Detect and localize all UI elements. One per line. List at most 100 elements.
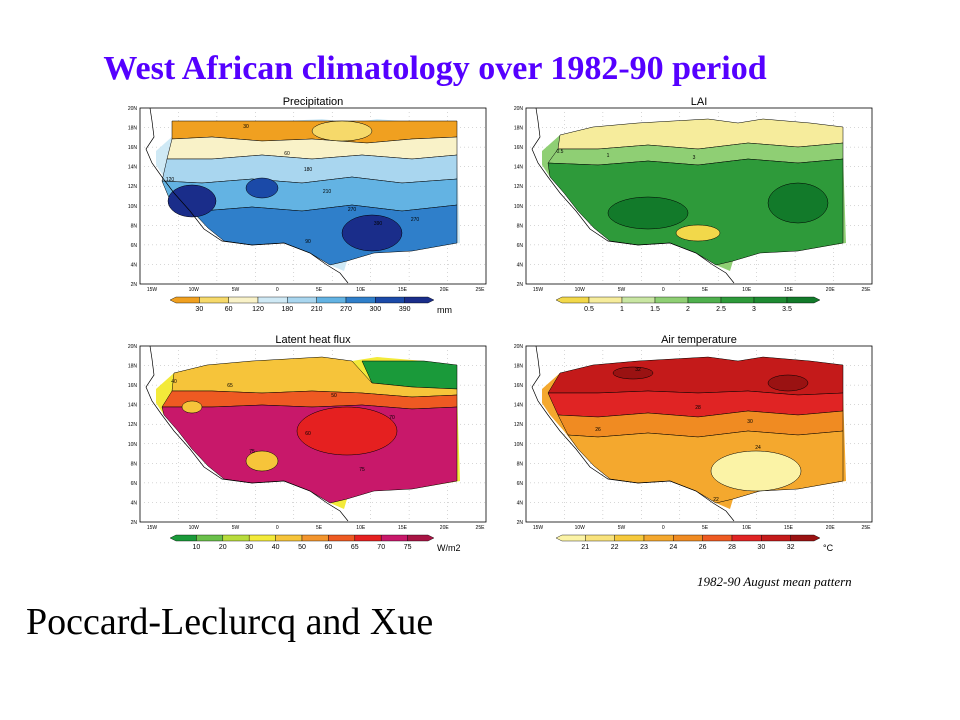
colorbar-swatch bbox=[169, 296, 200, 304]
colorbar-tick-label: 180 bbox=[281, 306, 293, 313]
x-tick-label: 5W bbox=[618, 287, 626, 293]
contour-cell bbox=[675, 224, 721, 242]
y-tick-label: 2N bbox=[131, 282, 138, 288]
contour-label: 75 bbox=[359, 467, 365, 473]
y-tick-label: 8N bbox=[131, 461, 138, 467]
map-panel-air-temperature: Air temperature 32 28 30 26 24 22 15W 10W 5W 0 5E 10… bbox=[498, 331, 883, 566]
contour-label: 22 bbox=[713, 497, 719, 503]
y-tick-label: 6N bbox=[131, 243, 138, 249]
contour-band bbox=[166, 136, 458, 160]
contour-label: 270 bbox=[411, 217, 420, 223]
map-panel-lai: LAI 0.5 1 3 15W 10W 5W 0 5E 10E 15E 20E 25E 2N 4N 6N 8N 1… bbox=[498, 93, 883, 323]
colorbar-tick-label: 120 bbox=[252, 306, 264, 313]
coastline bbox=[145, 345, 349, 522]
x-tick-label: 25E bbox=[862, 525, 872, 531]
colorbar-tick-label: 60 bbox=[225, 306, 233, 313]
colorbar-swatch bbox=[287, 296, 317, 304]
y-tick-label: 8N bbox=[517, 223, 524, 229]
y-tick-label: 4N bbox=[517, 262, 524, 268]
x-tick-label: 15W bbox=[147, 525, 158, 531]
colorbar-unit: °C bbox=[823, 543, 834, 553]
y-tick-label: 18N bbox=[514, 364, 524, 370]
contour-label: 60 bbox=[305, 431, 311, 437]
colorbar: 21 22 23 24 26 28 30 32 °C bbox=[555, 534, 834, 553]
x-tick-label: 25E bbox=[476, 287, 486, 293]
colorbar-swatch bbox=[169, 534, 197, 542]
x-tick-label: 10E bbox=[742, 287, 752, 293]
precipitation-field bbox=[156, 119, 460, 271]
contour-label: 24 bbox=[755, 445, 761, 451]
contour-label: 30 bbox=[243, 124, 249, 130]
contour-label: 210 bbox=[323, 189, 332, 195]
y-tick-label: 16N bbox=[514, 145, 524, 151]
colorbar-tick-label: 75 bbox=[404, 544, 412, 551]
y-tick-label: 18N bbox=[128, 364, 138, 370]
x-tick-label: 15W bbox=[533, 287, 544, 293]
colorbar-swatch bbox=[790, 534, 821, 542]
colorbar-tick-label: 3.5 bbox=[782, 306, 792, 313]
x-tick-label: 5E bbox=[702, 525, 709, 531]
contour-label: 90 bbox=[305, 239, 311, 245]
y-tick-label: 14N bbox=[514, 403, 524, 409]
colorbar-swatch bbox=[621, 296, 656, 304]
coastline bbox=[531, 345, 735, 522]
colorbar-swatch bbox=[257, 296, 288, 304]
colorbar-tick-label: 210 bbox=[311, 306, 323, 313]
contour-cell bbox=[612, 366, 654, 380]
y-tick-label: 16N bbox=[128, 145, 138, 151]
contour-label: 270 bbox=[348, 207, 357, 213]
x-tick-label: 10W bbox=[189, 287, 200, 293]
y-tick-label: 16N bbox=[514, 383, 524, 389]
y-tick-label: 8N bbox=[131, 223, 138, 229]
y-tick-label: 6N bbox=[131, 481, 138, 487]
contour-cell bbox=[296, 406, 398, 456]
x-tick-label: 0 bbox=[662, 287, 665, 293]
colorbar-tick-label: 70 bbox=[377, 544, 385, 551]
y-tick-label: 14N bbox=[128, 165, 138, 171]
x-tick-label: 0 bbox=[276, 525, 279, 531]
y-tick-label: 12N bbox=[514, 422, 524, 428]
contour-cell bbox=[767, 374, 809, 392]
colorbar-tick-label: 3 bbox=[752, 306, 756, 313]
y-tick-label: 16N bbox=[128, 383, 138, 389]
contour-label: 60 bbox=[284, 151, 290, 157]
colorbar-swatch bbox=[731, 534, 762, 542]
x-tick-label: 5W bbox=[232, 525, 240, 531]
x-tick-label: 0 bbox=[662, 525, 665, 531]
colorbar-tick-label: 30 bbox=[757, 544, 765, 551]
x-tick-label: 10E bbox=[742, 525, 752, 531]
colorbar-swatch bbox=[654, 296, 689, 304]
colorbar: 0.5 1 1.5 2 2.5 3 3.5 bbox=[555, 296, 821, 313]
y-tick-label: 12N bbox=[514, 184, 524, 190]
colorbar-swatch bbox=[196, 534, 224, 542]
x-tick-label: 5E bbox=[702, 287, 709, 293]
contour-label: 65 bbox=[227, 383, 233, 389]
contour-cell bbox=[245, 450, 279, 472]
colorbar-tick-label: 60 bbox=[325, 544, 333, 551]
y-tick-label: 20N bbox=[514, 106, 524, 112]
y-tick-label: 18N bbox=[128, 126, 138, 132]
contour-cell bbox=[245, 177, 279, 199]
coastline bbox=[531, 107, 735, 284]
colorbar-swatch bbox=[702, 534, 733, 542]
panel-title: Air temperature bbox=[661, 334, 737, 346]
colorbar-tick-label: 10 bbox=[193, 544, 201, 551]
y-tick-label: 14N bbox=[128, 403, 138, 409]
contour-label: 40 bbox=[171, 379, 177, 385]
y-tick-label: 14N bbox=[514, 165, 524, 171]
colorbar-swatch bbox=[375, 296, 405, 304]
colorbar-tick-label: 22 bbox=[611, 544, 619, 551]
y-tick-label: 6N bbox=[517, 481, 524, 487]
x-tick-label: 10E bbox=[356, 525, 366, 531]
y-tick-label: 8N bbox=[517, 461, 524, 467]
y-tick-label: 18N bbox=[514, 126, 524, 132]
colorbar-unit: W/m2 bbox=[437, 543, 461, 553]
contour-label: 32 bbox=[635, 367, 641, 373]
x-tick-label: 10W bbox=[575, 287, 586, 293]
colorbar-tick-label: 390 bbox=[399, 306, 411, 313]
colorbar-tick-label: 28 bbox=[728, 544, 736, 551]
y-tick-label: 6N bbox=[517, 243, 524, 249]
y-tick-label: 4N bbox=[131, 262, 138, 268]
contour-label: 180 bbox=[304, 167, 313, 173]
air-temperature-field bbox=[542, 356, 846, 509]
